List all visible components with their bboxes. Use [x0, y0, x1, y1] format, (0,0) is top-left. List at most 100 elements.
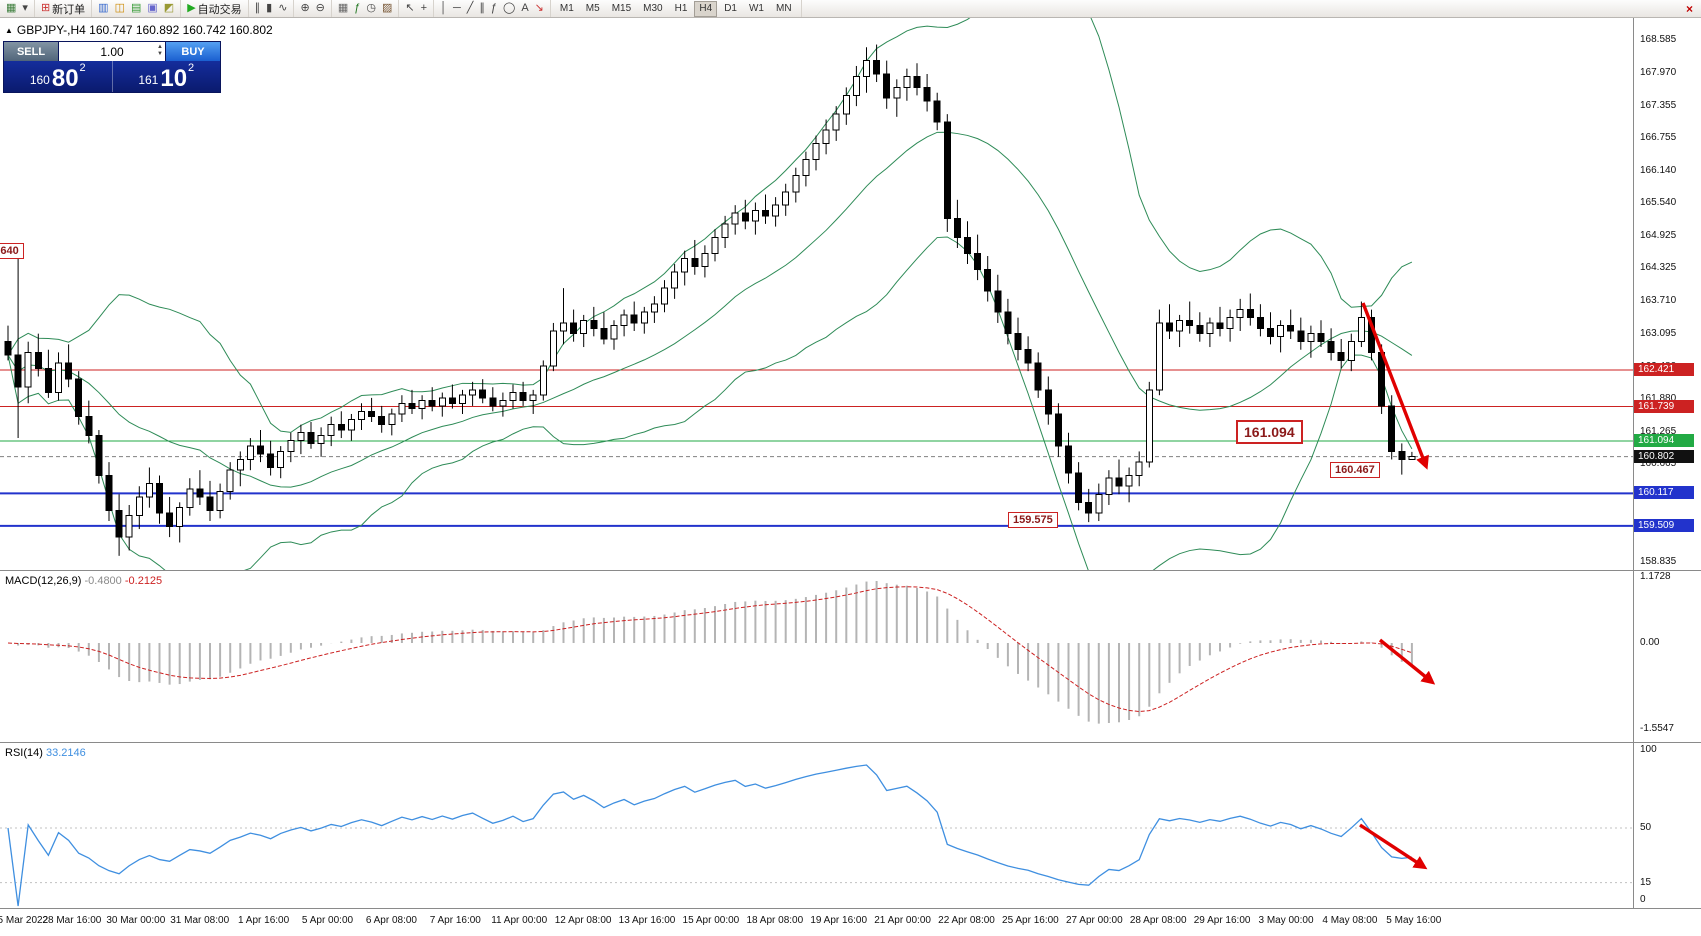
crosshair-button[interactable]: +: [418, 1, 430, 16]
pane-splitter[interactable]: [0, 570, 1701, 571]
channel-button[interactable]: ∥: [476, 1, 488, 16]
bar-chart-button[interactable]: ∥: [252, 1, 264, 16]
pane-splitter[interactable]: [0, 742, 1701, 743]
candle-body: [620, 314, 628, 327]
navigator-button[interactable]: ▤: [128, 1, 144, 16]
time-axis-label: 18 Apr 08:00: [746, 915, 804, 926]
zoom-out-button[interactable]: ⊖: [313, 1, 328, 16]
timeframe-m1[interactable]: M1: [559, 2, 574, 14]
new-chart-button[interactable]: ▦: [3, 1, 19, 16]
macd-signal-value: -0.2125: [124, 575, 163, 587]
trend-arrow[interactable]: [1378, 638, 1436, 685]
candle-body: [65, 362, 73, 380]
ellipse-button[interactable]: ◯: [500, 1, 518, 16]
candlestick-chart-button[interactable]: ▮: [263, 1, 275, 16]
fibonacci-button[interactable]: ƒ: [488, 1, 500, 16]
candle-body: [873, 60, 881, 75]
vertical-line-button[interactable]: │: [437, 1, 450, 16]
arrow-tool-button[interactable]: ↘: [532, 1, 547, 16]
timeframe-m15[interactable]: M15: [611, 2, 632, 14]
candle-body: [509, 392, 517, 402]
time-axis-label: 1 Apr 16:00: [238, 915, 290, 926]
price-text-label[interactable]: 161.094: [1236, 420, 1303, 444]
bollinger-middle-line: [7, 131, 1413, 488]
line-chart-button[interactable]: ∿: [275, 1, 290, 16]
candle-body: [145, 483, 153, 498]
price-tick: 164.925: [1640, 229, 1677, 241]
volume-down-icon[interactable]: ▼: [157, 51, 163, 57]
horizontal-line-button[interactable]: ─: [450, 1, 464, 16]
timeframe-m5[interactable]: M5: [585, 2, 600, 14]
new-order-button[interactable]: ⊞ 新订单: [38, 1, 88, 16]
price-text-label[interactable]: 159.575: [1008, 512, 1058, 528]
candlestick-chart-icon: ▮: [266, 2, 273, 14]
price-axis: 168.585 167.970 167.355 166.755 166.140 165.5…: [1634, 17, 1701, 908]
macd-value: -0.4800: [84, 575, 122, 587]
periods-icon: ◷: [366, 2, 377, 14]
time-axis-label: 11 Apr 00:00: [491, 915, 548, 926]
terminal-button[interactable]: ▣: [144, 1, 160, 16]
cursor-button[interactable]: ↖: [402, 1, 417, 16]
horizontal-line-icon: ─: [452, 2, 461, 14]
time-axis-label: 6 Apr 08:00: [365, 915, 417, 926]
volume-up-icon[interactable]: ▲: [157, 44, 163, 50]
candle-body: [438, 397, 446, 407]
timeframe-h1[interactable]: H1: [674, 2, 688, 14]
candle-body: [772, 204, 780, 217]
indicators-icon: ƒ: [354, 2, 361, 14]
price-tick: 0: [1640, 894, 1646, 905]
timeframe-m30[interactable]: M30: [643, 2, 663, 14]
candle-body: [1408, 456, 1416, 461]
candle-body: [135, 496, 143, 517]
market-watch-button[interactable]: ▥: [95, 1, 111, 16]
sell-price-big: 80: [51, 65, 79, 92]
candle-body: [741, 212, 749, 222]
candle-body: [1246, 309, 1254, 319]
candle-body: [681, 258, 689, 273]
candle-body: [115, 509, 123, 538]
buy-price[interactable]: 161 10 2: [113, 61, 221, 92]
rsi-indicator-label: RSI(14) 33.2146: [5, 747, 86, 759]
indicators-button[interactable]: ƒ: [351, 1, 363, 16]
candle-body: [1145, 389, 1153, 463]
price-line-label: 162.421: [1634, 363, 1694, 376]
autotrading-button[interactable]: ▶ 自动交易: [184, 1, 244, 16]
timeframe-d1[interactable]: D1: [724, 2, 737, 14]
trend-arrow[interactable]: [1359, 823, 1428, 870]
sell-button[interactable]: SELL: [4, 42, 59, 61]
candle-body: [196, 488, 204, 498]
trendline-button[interactable]: ╱: [464, 1, 477, 16]
candle-body: [1196, 325, 1204, 335]
candle-body: [842, 94, 850, 115]
candle-body: [1307, 333, 1315, 343]
tile-windows-button[interactable]: ▦: [335, 1, 351, 16]
candle-body: [832, 113, 840, 131]
close-icon[interactable]: ×: [1685, 1, 1693, 16]
current-price-label: 160.802: [1634, 449, 1694, 463]
price-text-label[interactable]: 160.467: [1330, 462, 1380, 478]
fibonacci-icon: ƒ: [490, 2, 497, 14]
data-window-button[interactable]: ◫: [112, 1, 128, 16]
sell-price[interactable]: 160 80 2: [4, 61, 113, 92]
trend-arrow[interactable]: [1361, 302, 1429, 470]
volume-input[interactable]: 1.00 ▲ ▼: [59, 42, 165, 61]
timeframe-mn[interactable]: MN: [775, 2, 792, 14]
periods-button[interactable]: ◷: [363, 1, 379, 16]
templates-button[interactable]: ▨: [379, 1, 395, 16]
timeframe-h4[interactable]: H4: [694, 0, 718, 17]
channel-icon: ∥: [479, 2, 485, 14]
chart-dropdown[interactable]: ▾: [19, 1, 31, 16]
buy-button[interactable]: BUY: [165, 42, 220, 61]
zoom-in-button[interactable]: ⊕: [297, 1, 312, 16]
time-axis-label: 27 Apr 00:00: [1065, 915, 1123, 926]
one-click-toggle-icon[interactable]: ▲: [5, 26, 13, 35]
strategy-tester-button[interactable]: ◩: [161, 1, 177, 16]
price-text-label[interactable]: 164.640: [0, 243, 24, 259]
price-tick: 160.665: [1640, 458, 1677, 470]
timeframe-w1[interactable]: W1: [748, 2, 764, 14]
text-button[interactable]: A: [518, 1, 531, 16]
candle-body: [347, 418, 355, 431]
candle-body: [1357, 317, 1365, 343]
one-click-trading-panel: SELL 1.00 ▲ ▼ BUY 160 80 2 161 10 2: [3, 41, 221, 93]
